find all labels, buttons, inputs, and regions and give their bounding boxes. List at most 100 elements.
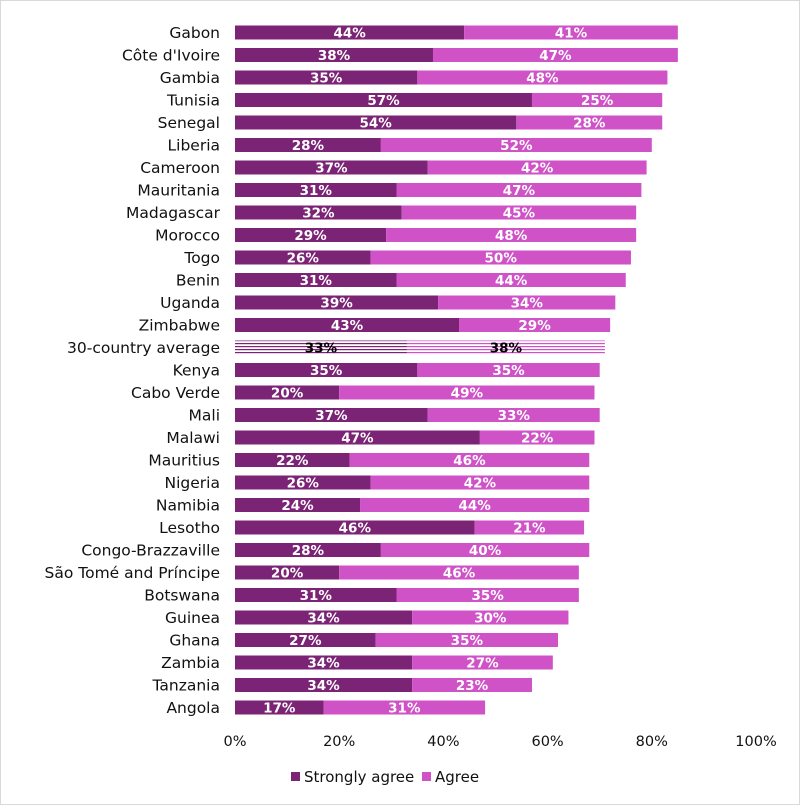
bar-strongly-agree (235, 655, 413, 670)
value-label-strongly-agree: 37% (315, 408, 348, 424)
bar-agree (375, 633, 559, 647)
bar-agree (401, 205, 637, 220)
category-label: Zimbabwe (139, 317, 220, 335)
value-label-strongly-agree: 32% (302, 206, 335, 222)
bar-strongly-agree (235, 700, 324, 715)
value-label-agree: 48% (526, 71, 559, 87)
category-label: Zambia (161, 654, 220, 672)
category-label: Cabo Verde (131, 384, 220, 402)
bar-strongly-agree (235, 633, 376, 647)
value-label-strongly-agree: 35% (310, 363, 343, 379)
bar-agree (406, 340, 605, 355)
category-label: Senegal (158, 114, 220, 132)
bar-agree (412, 678, 532, 692)
value-label-strongly-agree: 31% (300, 273, 333, 289)
value-label-agree: 45% (503, 206, 536, 222)
bar-agree (349, 453, 590, 467)
bar-strongly-agree (235, 160, 428, 175)
category-label: Malawi (166, 429, 220, 447)
bar-strongly-agree (235, 295, 439, 310)
value-label-strongly-agree: 34% (307, 656, 340, 672)
value-label-agree: 49% (451, 386, 484, 402)
category-label: Liberia (168, 137, 221, 155)
bar-strongly-agree (235, 228, 387, 242)
value-label-strongly-agree: 34% (307, 611, 340, 627)
value-label-agree: 35% (451, 633, 484, 649)
value-label-agree: 27% (466, 656, 499, 672)
value-label-strongly-agree: 38% (318, 48, 351, 64)
value-label-strongly-agree: 24% (281, 498, 314, 514)
bar-strongly-agree (235, 115, 517, 130)
bar-agree (380, 138, 652, 152)
bar-agree (339, 565, 579, 580)
category-label: Namibia (156, 497, 220, 515)
legend-swatch (422, 772, 431, 781)
bar-agree (396, 273, 626, 287)
bar-strongly-agree (235, 565, 340, 580)
bar-agree (427, 408, 600, 422)
value-label-strongly-agree: 27% (289, 633, 322, 649)
value-label-strongly-agree: 20% (271, 566, 304, 582)
category-label: Tunisia (166, 92, 220, 110)
value-label-strongly-agree: 33% (305, 341, 338, 357)
category-label: São Tomé and Príncipe (45, 564, 221, 582)
bar-agree (370, 250, 631, 265)
category-label: Congo-Brazzaville (81, 542, 220, 560)
value-label-strongly-agree: 43% (331, 318, 364, 334)
x-tick-label: 60% (531, 734, 563, 750)
bar-agree (360, 498, 590, 512)
category-label: Gabon (169, 24, 220, 42)
legend-label: Strongly agree (304, 768, 414, 786)
bar-strongly-agree (235, 183, 397, 197)
bar-agree (380, 543, 590, 557)
bar-strongly-agree (235, 453, 350, 467)
value-label-agree: 50% (485, 251, 518, 267)
value-label-strongly-agree: 28% (292, 138, 325, 154)
bar-strongly-agree (235, 340, 407, 355)
value-label-strongly-agree: 47% (341, 431, 374, 447)
value-label-agree: 46% (443, 566, 476, 582)
category-label: Côte d'Ivoire (122, 47, 220, 65)
bar-agree (464, 25, 678, 40)
value-label-agree: 44% (458, 498, 491, 514)
legend: Strongly agree Agree (291, 768, 479, 786)
value-label-agree: 30% (474, 611, 507, 627)
value-label-strongly-agree: 17% (263, 701, 296, 717)
category-label: Ghana (169, 632, 220, 650)
value-label-agree: 28% (573, 116, 606, 132)
value-label-strongly-agree: 35% (310, 71, 343, 87)
value-label-agree: 48% (495, 228, 528, 244)
bar-agree (432, 48, 678, 62)
bar-agree (459, 318, 611, 332)
bar-strongly-agree (235, 93, 532, 107)
value-label-agree: 23% (456, 678, 489, 694)
category-label: Mauritius (148, 452, 220, 470)
x-axis: 0% 20% 40% 60% 80% 100% (223, 734, 776, 750)
value-label-strongly-agree: 57% (367, 93, 400, 109)
value-label-agree: 35% (472, 588, 505, 604)
bar-strongly-agree (235, 48, 433, 62)
value-label-strongly-agree: 28% (292, 543, 325, 559)
category-label: Kenya (173, 362, 220, 380)
bar-strongly-agree (235, 70, 418, 85)
category-label: 30-country average (67, 339, 220, 357)
value-label-strongly-agree: 37% (315, 161, 348, 177)
value-label-agree: 40% (469, 543, 502, 559)
value-label-agree: 52% (500, 138, 533, 154)
value-label-agree: 47% (539, 48, 572, 64)
value-label-strongly-agree: 26% (287, 476, 320, 492)
value-label-agree: 42% (521, 161, 554, 177)
value-label-agree: 21% (513, 521, 546, 537)
category-label: Morocco (155, 227, 220, 245)
bar-agree (516, 115, 663, 130)
value-label-agree: 44% (495, 273, 528, 289)
bar-strongly-agree (235, 363, 418, 377)
bar-strongly-agree (235, 543, 381, 557)
category-label: Guinea (165, 609, 220, 627)
value-label-agree: 34% (511, 296, 544, 312)
value-label-strongly-agree: 26% (287, 251, 320, 267)
category-labels: Gabon Côte d'Ivoire Gambia Tunisia Senegal Li… (45, 24, 221, 717)
category-label: Mali (189, 407, 220, 425)
bar-agree (412, 610, 569, 625)
bar-strongly-agree (235, 588, 397, 602)
